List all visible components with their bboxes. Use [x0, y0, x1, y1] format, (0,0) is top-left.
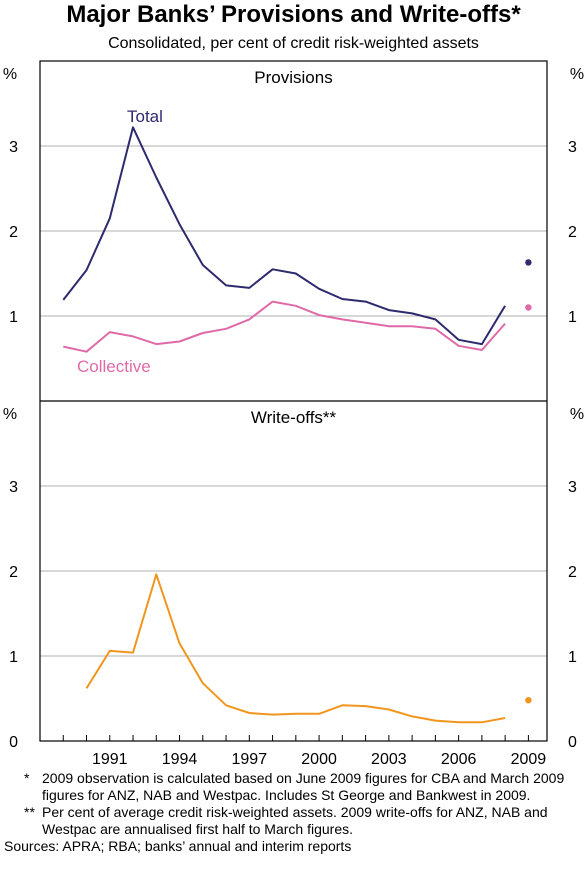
chart-title: Major Banks’ Provisions and Write-offs*	[66, 1, 521, 28]
chart-subtitle: Consolidated, per cent of credit risk-we…	[108, 35, 479, 52]
y-tick-label-left: 2	[9, 564, 18, 581]
series-line-total	[62, 126, 506, 346]
y-tick-label-right: 0	[568, 734, 577, 751]
y-tick-label-left: 3	[9, 139, 18, 156]
footnote-2-text: Per cent of average credit risk-weighted…	[42, 804, 548, 837]
y-unit-label-left: %	[3, 406, 17, 423]
y-tick-label-right: 2	[568, 564, 577, 581]
y-tick-label-right: 3	[568, 479, 577, 496]
y-tick-label-left: 2	[9, 224, 18, 241]
y-tick-label-right: 1	[568, 309, 577, 326]
data-point-2009	[525, 697, 532, 704]
x-tick-label: 2000	[301, 751, 337, 768]
panel-title: Provisions	[254, 68, 332, 87]
series-line-write-offs	[85, 573, 506, 724]
y-tick-label-right: 1	[568, 649, 577, 666]
y-unit-label-right: %	[570, 406, 584, 423]
x-tick-label: 2006	[441, 751, 477, 768]
footnote-1-text: 2009 observation is calculated based on …	[42, 770, 565, 803]
y-tick-label-left: 3	[9, 479, 18, 496]
y-unit-label-right: %	[570, 66, 584, 83]
panel-title: Write-offs**	[251, 408, 337, 427]
series-label-collective: Collective	[77, 357, 151, 376]
y-tick-label-right: 2	[568, 224, 577, 241]
x-tick-label: 1994	[162, 751, 198, 768]
sources: Sources: APRA; RBA; banks’ annual and in…	[4, 838, 352, 854]
x-tick-label: 1991	[92, 751, 128, 768]
series-label-total: Total	[127, 107, 163, 126]
y-unit-label-left: %	[3, 66, 17, 83]
footnote-2: ** Per cent of average credit risk-weigh…	[24, 804, 580, 838]
y-tick-label-left: 1	[9, 309, 18, 326]
footnote-2-marker: **	[24, 804, 35, 820]
y-tick-label-right: 3	[568, 139, 577, 156]
data-point-2009	[525, 304, 532, 311]
x-tick-label: 1997	[232, 751, 268, 768]
series-line-collective	[63, 300, 506, 353]
footnote-1-marker: *	[24, 770, 30, 786]
footnote-1: * 2009 observation is calculated based o…	[24, 770, 580, 804]
y-tick-label-left: 0	[9, 734, 18, 751]
footnotes: * 2009 observation is calculated based o…	[4, 770, 580, 855]
x-tick-label: 2003	[371, 751, 407, 768]
x-tick-label: 2009	[511, 751, 547, 768]
y-tick-label-left: 1	[9, 649, 18, 666]
data-point-2009	[525, 259, 532, 266]
